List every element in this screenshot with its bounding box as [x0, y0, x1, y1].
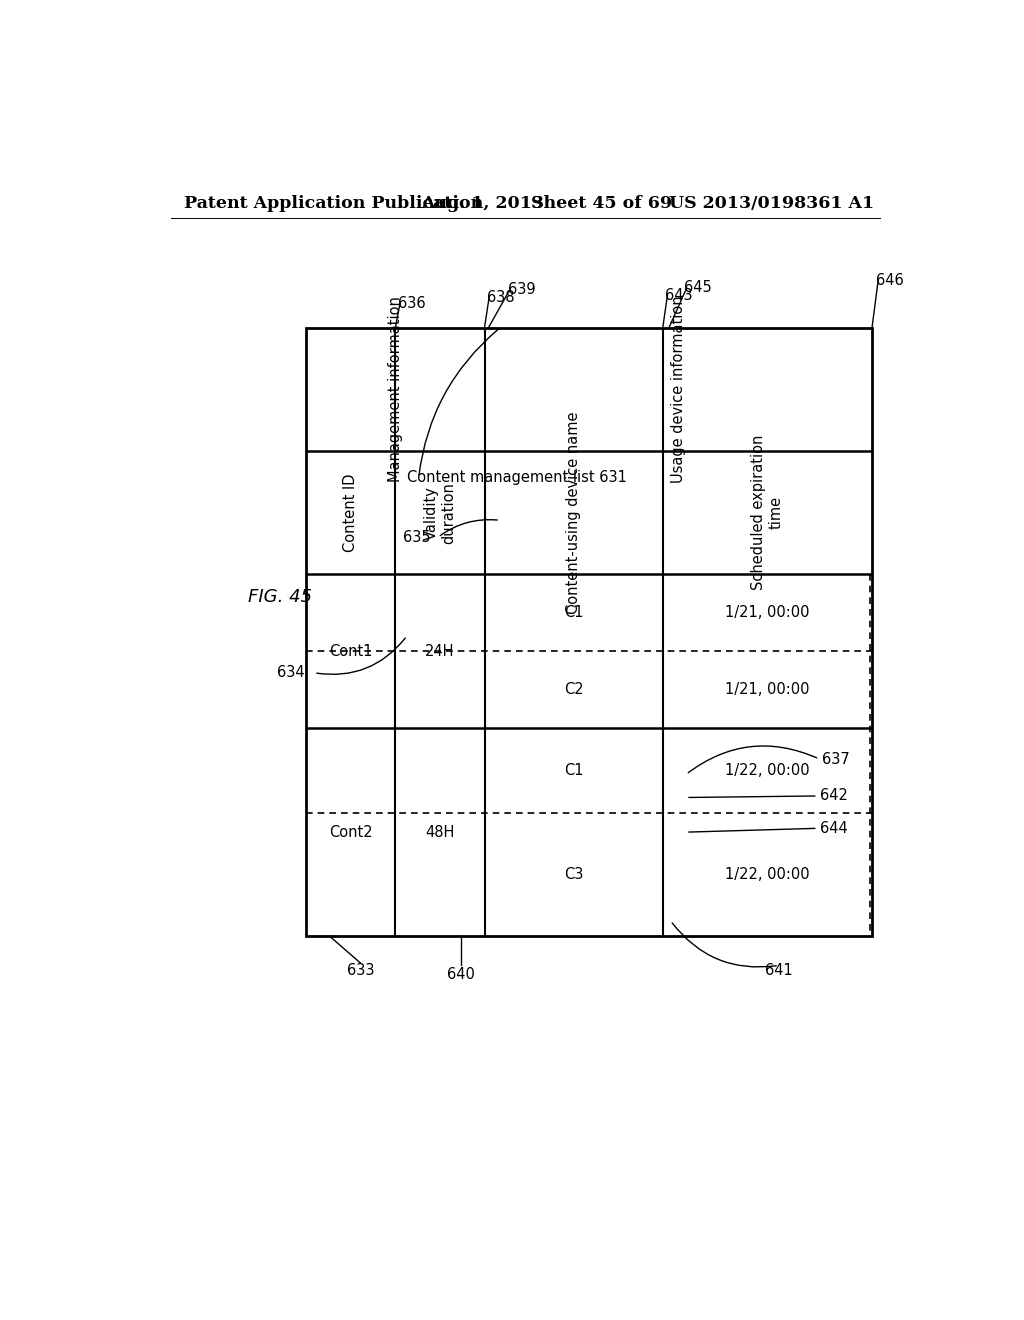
- Text: Cont2: Cont2: [329, 825, 373, 840]
- Text: 644: 644: [820, 821, 848, 836]
- Text: 643: 643: [665, 288, 692, 304]
- Text: 1/22, 00:00: 1/22, 00:00: [725, 867, 810, 882]
- Text: US 2013/0198361 A1: US 2013/0198361 A1: [669, 194, 874, 211]
- Text: 636: 636: [397, 296, 425, 310]
- Text: 639: 639: [508, 281, 536, 297]
- Bar: [306, 327, 872, 936]
- Text: 635: 635: [402, 529, 430, 545]
- Text: 646: 646: [876, 272, 903, 288]
- Text: Cont1: Cont1: [329, 644, 373, 659]
- Text: Aug. 1, 2013: Aug. 1, 2013: [421, 194, 544, 211]
- Text: 1/21, 00:00: 1/21, 00:00: [725, 682, 810, 697]
- Text: 641: 641: [765, 964, 793, 978]
- Text: Usage device information: Usage device information: [671, 296, 686, 483]
- Text: Scheduled expiration
time: Scheduled expiration time: [752, 434, 783, 590]
- Text: Content management list 631: Content management list 631: [407, 470, 627, 486]
- Text: Validity
duration: Validity duration: [424, 482, 456, 544]
- Text: FIG. 45: FIG. 45: [248, 589, 312, 606]
- Text: 638: 638: [486, 289, 514, 305]
- Text: 640: 640: [447, 968, 475, 982]
- Text: Patent Application Publication: Patent Application Publication: [183, 194, 483, 211]
- Text: C1: C1: [564, 763, 584, 777]
- Text: 642: 642: [820, 788, 848, 804]
- Text: 637: 637: [821, 751, 849, 767]
- Text: Content-using device name: Content-using device name: [566, 412, 582, 614]
- Text: 1/22, 00:00: 1/22, 00:00: [725, 763, 810, 777]
- Text: Management information: Management information: [388, 297, 402, 482]
- Text: 645: 645: [684, 280, 713, 296]
- Text: Sheet 45 of 69: Sheet 45 of 69: [531, 194, 672, 211]
- Text: 24H: 24H: [425, 644, 455, 659]
- Text: 48H: 48H: [425, 825, 455, 840]
- Text: 1/21, 00:00: 1/21, 00:00: [725, 605, 810, 620]
- Text: 633: 633: [347, 964, 374, 978]
- Text: C3: C3: [564, 867, 584, 882]
- Text: C2: C2: [564, 682, 584, 697]
- Text: Content ID: Content ID: [343, 474, 358, 552]
- Text: C1: C1: [564, 605, 584, 620]
- Text: 634: 634: [278, 665, 305, 680]
